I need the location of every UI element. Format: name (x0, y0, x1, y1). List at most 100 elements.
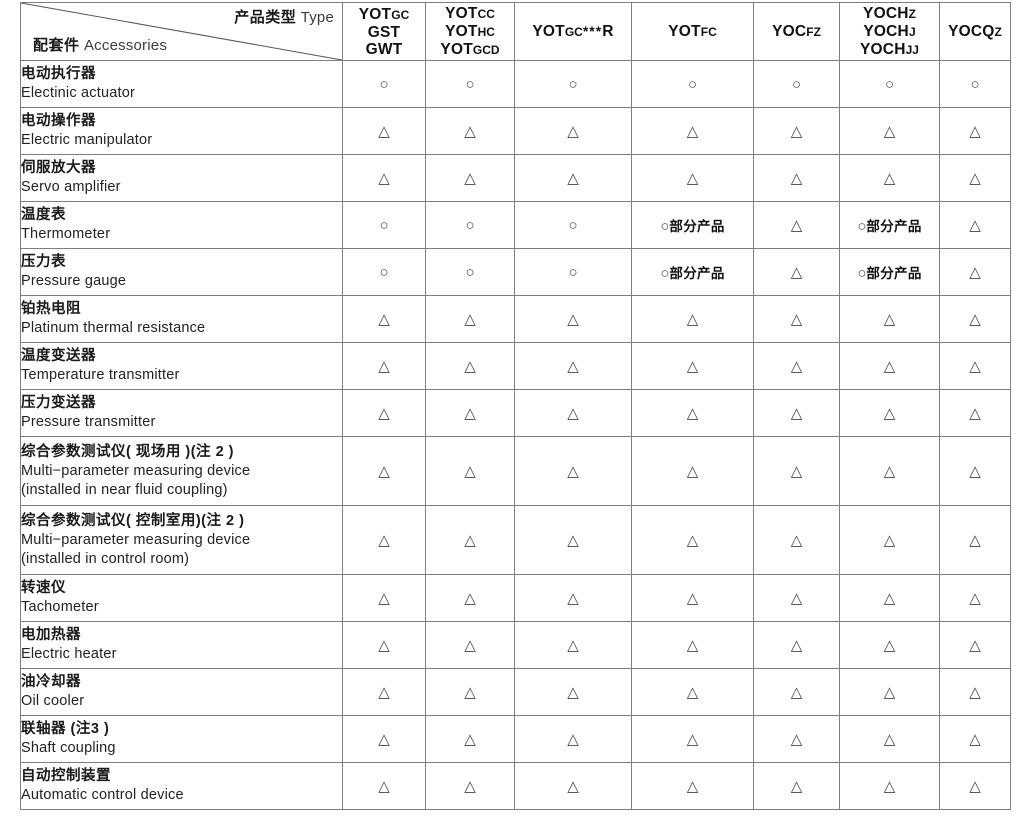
compatibility-cell: △ (839, 436, 940, 506)
triangle-symbol-icon: △ (790, 731, 803, 748)
compatibility-cell: △ (839, 154, 940, 202)
compatibility-cell: ○ (342, 248, 426, 296)
triangle-symbol-icon: △ (378, 405, 390, 422)
accessories-label-cn: 配套件 (33, 37, 80, 54)
compatibility-cell: △ (425, 436, 515, 506)
row-label-cell: 电动执行器 Electinic actuator (20, 60, 343, 108)
triangle-symbol-icon: △ (969, 590, 981, 607)
row-label-cell: 油冷却器 Oil cooler (20, 668, 343, 716)
compatibility-cell: △ (425, 107, 515, 155)
compatibility-cell: △ (342, 107, 426, 155)
triangle-symbol-icon: △ (969, 778, 981, 795)
model-line: YOTCC (445, 4, 495, 22)
compatibility-cell: △ (514, 621, 632, 669)
row-label-cell: 综合参数测试仪( 现场用 )(注 2 ) Multi−parameter meas… (20, 436, 343, 506)
row-label-cn: 伺服放大器 (21, 160, 96, 176)
compatibility-cell: △ (753, 574, 840, 622)
compatibility-cell: △ (939, 762, 1011, 810)
compatibility-cell: △ (514, 668, 632, 716)
compatibility-cell: ○ (425, 248, 515, 296)
compatibility-cell: △ (753, 107, 840, 155)
row-label-cn: 转速仪 (21, 580, 66, 596)
column-header-yochz-j-jj: YOCHZ YOCHJ YOCHJJ (839, 2, 940, 61)
compatibility-cell: ○ (425, 60, 515, 108)
compatibility-cell: △ (425, 389, 515, 437)
compatibility-cell: △ (425, 715, 515, 763)
compatibility-cell: △ (631, 668, 754, 716)
compatibility-cell: △ (342, 762, 426, 810)
row-label-cell: 伺服放大器 Servo amplifier (20, 154, 343, 202)
compatibility-cell: △ (425, 621, 515, 669)
circle-symbol-icon: ○ (379, 216, 389, 234)
triangle-symbol-icon: △ (567, 532, 579, 549)
triangle-symbol-icon: △ (883, 170, 896, 187)
column-header-yotgc-gst-gwt: YOTGC GST GWT (342, 2, 426, 61)
triangle-symbol-icon: △ (969, 311, 981, 328)
header-row: 产品类型 Type 配套件 Accessories YOTGC GST GWT … (20, 2, 1011, 61)
compatibility-cell: △ (839, 505, 940, 575)
row-label-cn: 压力表 (21, 254, 66, 270)
triangle-symbol-icon: △ (686, 684, 699, 701)
compatibility-cell: △ (342, 154, 426, 202)
compatibility-cell: △ (939, 436, 1011, 506)
compatibility-cell: △ (342, 436, 426, 506)
triangle-symbol-icon: △ (686, 590, 699, 607)
triangle-symbol-icon: △ (790, 358, 803, 375)
table-row: 电动执行器 Electinic actuator ○ ○ ○ ○ ○ ○ ○ (20, 60, 1011, 108)
circle-symbol-icon: ○ (379, 263, 389, 281)
triangle-symbol-icon: △ (464, 778, 476, 795)
row-label-en: Multi−parameter measuring device (21, 531, 251, 548)
triangle-symbol-icon: △ (790, 123, 803, 140)
triangle-symbol-icon: △ (883, 123, 896, 140)
triangle-symbol-icon: △ (686, 778, 699, 795)
triangle-symbol-icon: △ (969, 405, 981, 422)
triangle-symbol-icon: △ (686, 532, 699, 549)
compatibility-cell: △ (753, 621, 840, 669)
accessories-compatibility-table: 产品类型 Type 配套件 Accessories YOTGC GST GWT … (20, 2, 1011, 810)
row-label-cn: 压力变送器 (21, 395, 96, 411)
triangle-symbol-icon: △ (686, 358, 699, 375)
circle-symbol-icon: ○ (857, 218, 867, 235)
triangle-symbol-icon: △ (567, 590, 579, 607)
table-body: 电动执行器 Electinic actuator ○ ○ ○ ○ ○ ○ ○ 电动操作器 Elect… (20, 60, 1011, 810)
accessories-label-en: Accessories (83, 37, 168, 54)
compatibility-cell: △ (631, 621, 754, 669)
compatibility-cell: ○ (514, 201, 632, 249)
triangle-symbol-icon: △ (464, 532, 476, 549)
compatibility-cell: △ (342, 621, 426, 669)
compatibility-cell: △ (514, 342, 632, 390)
compatibility-cell: △ (514, 389, 632, 437)
triangle-symbol-icon: △ (378, 123, 390, 140)
product-type-label-cn: 产品类型 (234, 9, 297, 26)
row-label-cell: 压力变送器 Pressure transmitter (20, 389, 343, 437)
model-line: YOCHJ (863, 22, 916, 40)
triangle-symbol-icon: △ (686, 637, 699, 654)
row-label-en: Shaft coupling (21, 740, 116, 756)
compatibility-cell: △ (342, 715, 426, 763)
row-label-cn: 电动执行器 (21, 66, 96, 82)
triangle-symbol-icon: △ (378, 170, 390, 187)
compatibility-cell: △ (342, 505, 426, 575)
triangle-symbol-icon: △ (686, 311, 699, 328)
circle-symbol-icon: ○ (687, 75, 698, 93)
table-row: 温度变送器 Temperature transmitter △ △ △ △ △ △ △ (20, 342, 1011, 390)
model-line: YOTGCD (440, 40, 500, 58)
compatibility-cell: △ (753, 436, 840, 506)
column-header-yotfc: YOTFC (631, 2, 754, 61)
triangle-symbol-icon: △ (464, 405, 476, 422)
compatibility-cell: △ (514, 505, 632, 575)
model-line: YOTGC***R (532, 22, 614, 40)
compatibility-cell: △ (631, 389, 754, 437)
compatibility-cell: △ (753, 248, 840, 296)
triangle-symbol-icon: △ (378, 311, 390, 328)
triangle-symbol-icon: △ (969, 731, 981, 748)
compatibility-cell: △ (839, 715, 940, 763)
triangle-symbol-icon: △ (378, 532, 390, 549)
triangle-symbol-icon: △ (969, 217, 981, 234)
corner-header-cell: 产品类型 Type 配套件 Accessories (20, 2, 343, 61)
row-label-cn: 综合参数测试仪( 现场用 )(注 2 ) (21, 443, 234, 460)
compatibility-cell: △ (514, 154, 632, 202)
triangle-symbol-icon: △ (567, 684, 579, 701)
triangle-symbol-icon: △ (378, 637, 390, 654)
compatibility-cell: △ (342, 668, 426, 716)
